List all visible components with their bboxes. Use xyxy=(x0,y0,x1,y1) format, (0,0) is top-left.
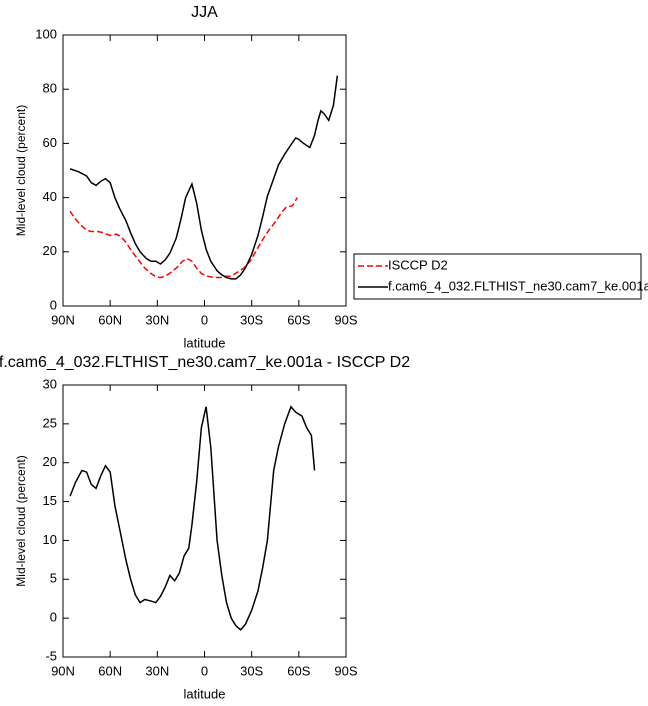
x-tick-label: 90N xyxy=(51,663,75,678)
legend-label: f.cam6_4_032.FLTHIST_ne30.cam7_ke.001a xyxy=(388,278,648,293)
y-tick-label: 30 xyxy=(43,376,57,391)
y-tick-label: 20 xyxy=(43,243,57,258)
chart-title: f.cam6_4_032.FLTHIST_ne30.cam7_ke.001a -… xyxy=(0,354,410,371)
y-tick-label: 25 xyxy=(43,415,57,430)
y-tick-label: 0 xyxy=(50,610,57,625)
y-tick-label: 20 xyxy=(43,454,57,469)
x-tick-label: 90S xyxy=(334,312,357,327)
x-tick-label: 30S xyxy=(240,663,263,678)
x-axis-label: latitude xyxy=(184,686,226,701)
x-tick-label: 60N xyxy=(98,312,122,327)
x-tick-label: 30S xyxy=(240,312,263,327)
data-line xyxy=(69,75,339,280)
y-axis-label: Mid-level cloud (percent) xyxy=(14,455,28,586)
legend-box xyxy=(353,253,642,300)
data-line xyxy=(69,405,316,631)
plot-frame xyxy=(62,34,347,307)
y-tick-label: 80 xyxy=(43,81,57,96)
plot-frame xyxy=(62,384,347,658)
y-tick-label: 40 xyxy=(43,189,57,204)
x-tick-label: 60S xyxy=(287,663,310,678)
y-tick-label: 100 xyxy=(35,26,57,41)
x-axis-label: latitude xyxy=(184,335,226,350)
data-line xyxy=(69,197,298,279)
y-tick-label: 10 xyxy=(43,532,57,547)
x-tick-label: 90S xyxy=(334,663,357,678)
legend-label: ISCCP D2 xyxy=(388,257,448,272)
y-tick-label: -5 xyxy=(45,648,57,663)
x-tick-label: 30N xyxy=(145,663,169,678)
y-tick-label: 60 xyxy=(43,135,57,150)
x-tick-label: 60N xyxy=(98,663,122,678)
y-tick-label: 0 xyxy=(50,297,57,312)
x-tick-label: 60S xyxy=(287,312,310,327)
x-tick-label: 0 xyxy=(201,312,208,327)
x-tick-label: 30N xyxy=(145,312,169,327)
y-tick-label: 5 xyxy=(50,571,57,586)
x-tick-label: 0 xyxy=(201,663,208,678)
y-axis-label: Mid-level cloud (percent) xyxy=(14,105,28,236)
y-tick-label: 15 xyxy=(43,493,57,508)
chart-title: JJA xyxy=(191,4,218,21)
x-tick-label: 90N xyxy=(51,312,75,327)
